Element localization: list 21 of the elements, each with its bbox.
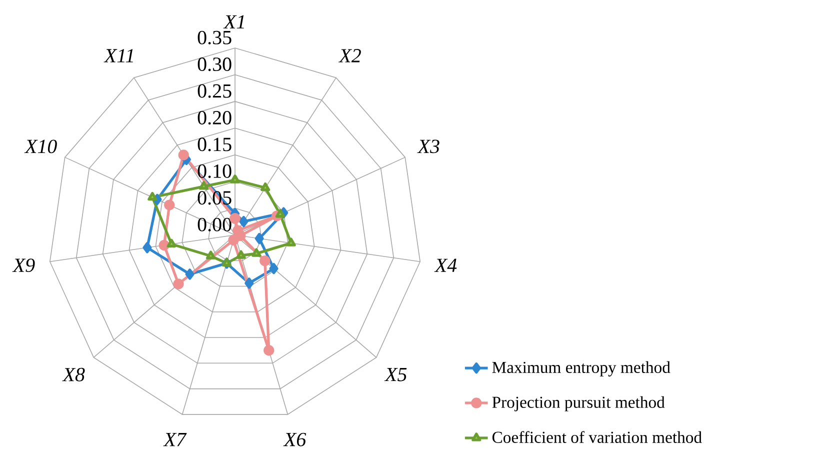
spoke-label: X1 — [223, 15, 244, 28]
spoke-label: X5 — [384, 368, 407, 382]
spoke-label: X9 — [12, 258, 35, 272]
spoke-label: X6 — [283, 432, 306, 446]
spoke-label: X4 — [434, 258, 457, 272]
spoke-label: X10 — [24, 140, 57, 154]
legend-label: Coefficient of variation method — [492, 431, 702, 443]
spoke-label: X3 — [417, 140, 440, 154]
y-tick-label: 0.10 — [198, 164, 232, 178]
y-tick-label: 0.00 — [198, 218, 232, 232]
y-tick-label: 0.20 — [198, 110, 232, 125]
spoke-label: X2 — [338, 49, 361, 62]
y-tick-label: 0.30 — [198, 58, 232, 72]
spoke-label: X11 — [104, 49, 133, 62]
y-tick-label: 0.15 — [198, 138, 232, 152]
legend-label: Projection pursuit method — [492, 396, 665, 412]
y-tick-label: 0.35 — [198, 30, 232, 44]
spoke-label: X7 — [163, 433, 187, 446]
spoke-label: X8 — [62, 368, 85, 382]
legend-label: Maximum entropy method — [492, 361, 670, 376]
y-tick-label: 0.25 — [198, 84, 232, 98]
